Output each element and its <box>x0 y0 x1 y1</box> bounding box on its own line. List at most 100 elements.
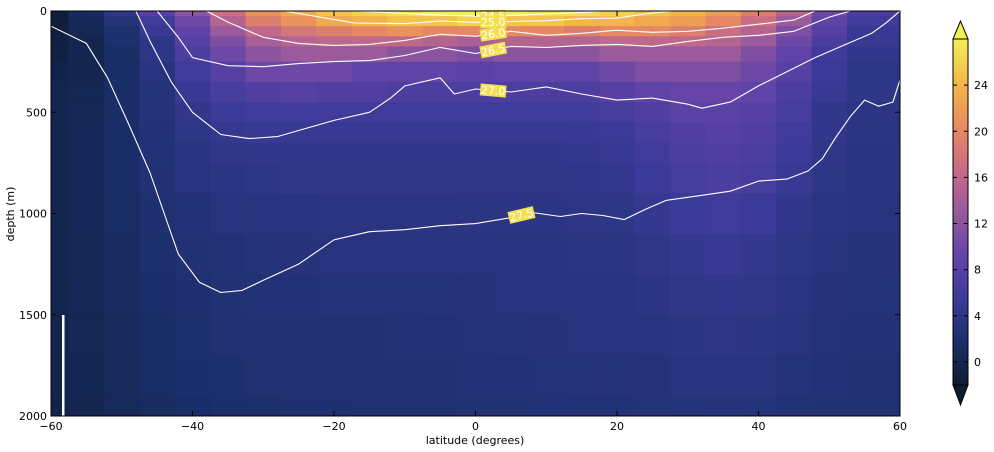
heatmap-cell <box>599 162 636 194</box>
heatmap-cell <box>776 11 813 17</box>
heatmap-cell <box>563 61 600 83</box>
heatmap-cell <box>316 61 353 83</box>
heatmap-cell <box>882 355 900 397</box>
heatmap-cell <box>210 355 247 397</box>
heatmap-cell <box>811 102 848 123</box>
heatmap-cell <box>670 193 707 235</box>
heatmap-cell <box>705 142 742 164</box>
heatmap-cell <box>846 81 883 103</box>
heatmap-cell <box>316 314 353 356</box>
heatmap-cell <box>599 274 636 316</box>
heatmap-cell <box>811 46 848 63</box>
heatmap-cell <box>776 122 813 144</box>
heatmap-cell <box>245 314 282 356</box>
heatmap-cell <box>104 274 141 316</box>
heatmap-cell <box>139 233 176 275</box>
heatmap-cell <box>280 395 317 416</box>
heatmap-cell <box>634 46 671 63</box>
heatmap-cell <box>245 122 282 144</box>
heatmap-cell <box>882 314 900 356</box>
heatmap-cell <box>563 16 600 27</box>
heatmap-cell <box>280 193 317 235</box>
heatmap-cell <box>210 314 247 356</box>
x-tick-label: −60 <box>39 420 62 433</box>
heatmap-cell <box>528 122 565 144</box>
colorbar-extend-bottom <box>952 384 969 407</box>
heatmap-cell <box>68 162 105 194</box>
heatmap-cell <box>634 274 671 316</box>
heatmap-cell <box>210 274 247 316</box>
heatmap-cell <box>563 233 600 275</box>
heatmap-cell <box>740 193 777 235</box>
heatmap-cell <box>174 122 211 144</box>
heatmap-cell <box>351 355 388 397</box>
heatmap-cell <box>280 36 317 48</box>
heatmap-cell <box>811 26 848 37</box>
heatmap-cell <box>740 122 777 144</box>
heatmap-cell <box>422 162 459 194</box>
heatmap-cell <box>599 81 636 103</box>
heatmap-cell <box>210 81 247 103</box>
heatmap-cell <box>174 162 211 194</box>
heatmap-cell <box>670 142 707 164</box>
heatmap-cell <box>245 233 282 275</box>
heatmap-cell <box>846 395 883 416</box>
heatmap-cell <box>846 193 883 235</box>
heatmap-cell <box>457 122 494 144</box>
heatmap-cell <box>174 46 211 63</box>
heatmap-cell <box>51 102 70 123</box>
heatmap-cell <box>705 26 742 37</box>
heatmap-cell <box>245 16 282 27</box>
heatmap-cell <box>387 61 424 83</box>
heatmap-cell <box>139 162 176 194</box>
heatmap-cell <box>387 274 424 316</box>
heatmap-cell <box>493 162 530 194</box>
heatmap-cell <box>846 16 883 27</box>
heatmap-cell <box>51 314 70 356</box>
heatmap-cell <box>634 314 671 356</box>
heatmap-cell <box>104 36 141 48</box>
heatmap-cell <box>104 81 141 103</box>
x-tick-label: −20 <box>322 420 345 433</box>
heatmap-cell <box>174 142 211 164</box>
heatmap-cell <box>634 16 671 27</box>
heatmap-cell <box>210 102 247 123</box>
heatmap-cell <box>422 81 459 103</box>
heatmap-cell <box>68 193 105 235</box>
heatmap-cell <box>563 102 600 123</box>
heatmap-cell <box>776 81 813 103</box>
contour-label-bg <box>479 26 507 42</box>
heatmap-cell <box>846 46 883 63</box>
heatmap-cell <box>422 61 459 83</box>
heatmap-cell <box>740 395 777 416</box>
heatmap-cell <box>599 122 636 144</box>
heatmap-cell <box>174 274 211 316</box>
heatmap-cell <box>104 122 141 144</box>
heatmap-cell <box>68 36 105 48</box>
heatmap-cell <box>882 274 900 316</box>
heatmap-cell <box>705 11 742 17</box>
y-tick-label: 0 <box>40 5 47 18</box>
heatmap-cell <box>280 46 317 63</box>
heatmap-cell <box>670 46 707 63</box>
heatmap-cell <box>599 355 636 397</box>
heatmap-cell <box>563 36 600 48</box>
heatmap-cell <box>68 355 105 397</box>
contour-label: 26.0 <box>480 26 506 42</box>
x-tick-label: 20 <box>610 420 624 433</box>
heatmap-cell <box>740 274 777 316</box>
heatmap-cell <box>387 122 424 144</box>
heatmap-cell <box>174 314 211 356</box>
heatmap-cell <box>493 142 530 164</box>
heatmap-cell <box>740 26 777 37</box>
heatmap-cell <box>280 314 317 356</box>
heatmap-cell <box>351 61 388 83</box>
heatmap-cell <box>811 395 848 416</box>
heatmap-cell <box>68 122 105 144</box>
heatmap-cell <box>599 16 636 27</box>
heatmap-cell <box>174 395 211 416</box>
heatmap-cell <box>882 16 900 27</box>
heatmap-cell <box>705 81 742 103</box>
heatmap-cell <box>51 16 70 27</box>
heatmap-cell <box>670 11 707 17</box>
